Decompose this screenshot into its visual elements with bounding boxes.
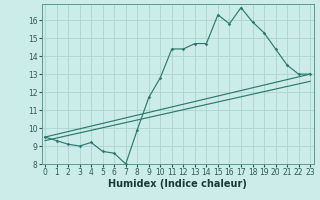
X-axis label: Humidex (Indice chaleur): Humidex (Indice chaleur): [108, 179, 247, 189]
